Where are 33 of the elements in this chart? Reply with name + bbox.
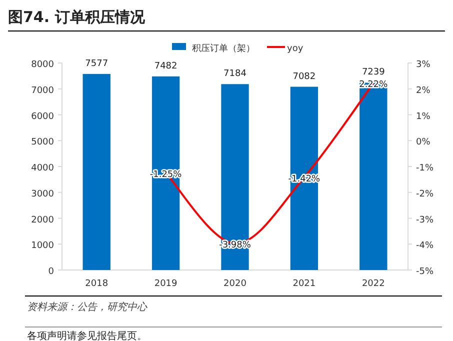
chart-title: 图74. 订单积压情况 <box>8 8 146 26</box>
x-tick-label: 2020 <box>224 279 247 289</box>
y-tick-label: 2000 <box>31 215 54 226</box>
y-tick-label: 3000 <box>31 189 54 200</box>
y-tick-label: 0 <box>48 267 54 277</box>
data-label: 7184 <box>224 69 247 80</box>
legend-label: 积压订单（架） <box>192 43 255 54</box>
data-label: 7239 <box>362 68 386 78</box>
x-tick-label: 2019 <box>154 279 178 289</box>
data-label: 7082 <box>292 72 316 82</box>
text: 各项声明请参见报告尾页。 <box>27 330 147 341</box>
y2-tick-label: 3% <box>416 60 431 70</box>
text: 资料来源：公告，研究中心 <box>27 301 148 313</box>
y2-tick-label: -1% <box>416 164 434 174</box>
y2-tick-label: -5% <box>416 267 434 277</box>
x-tick-label: 2018 <box>85 279 108 289</box>
y2-tick-label: -4% <box>416 241 434 252</box>
data-label: 7482 <box>154 61 178 72</box>
y-tick-label: 1000 <box>31 241 54 252</box>
y2-tick-label: 2% <box>416 86 431 96</box>
x-tick-label: 2021 <box>292 279 316 289</box>
y-tick-label: 4000 <box>31 164 54 174</box>
x-tick-label: 2022 <box>362 279 385 289</box>
y-tick-label: 6000 <box>31 112 54 122</box>
data-label: 7577 <box>85 58 108 69</box>
y-tick-label: 7000 <box>31 86 54 96</box>
legend-label: yoy <box>287 44 304 54</box>
y2-tick-label: -3% <box>416 215 434 226</box>
y-tick-label: 5000 <box>31 138 54 148</box>
y-tick-label: 8000 <box>31 60 54 70</box>
y2-tick-label: 1% <box>416 112 431 122</box>
y2-tick-label: 0% <box>416 138 431 148</box>
y2-tick-label: -2% <box>416 189 434 200</box>
